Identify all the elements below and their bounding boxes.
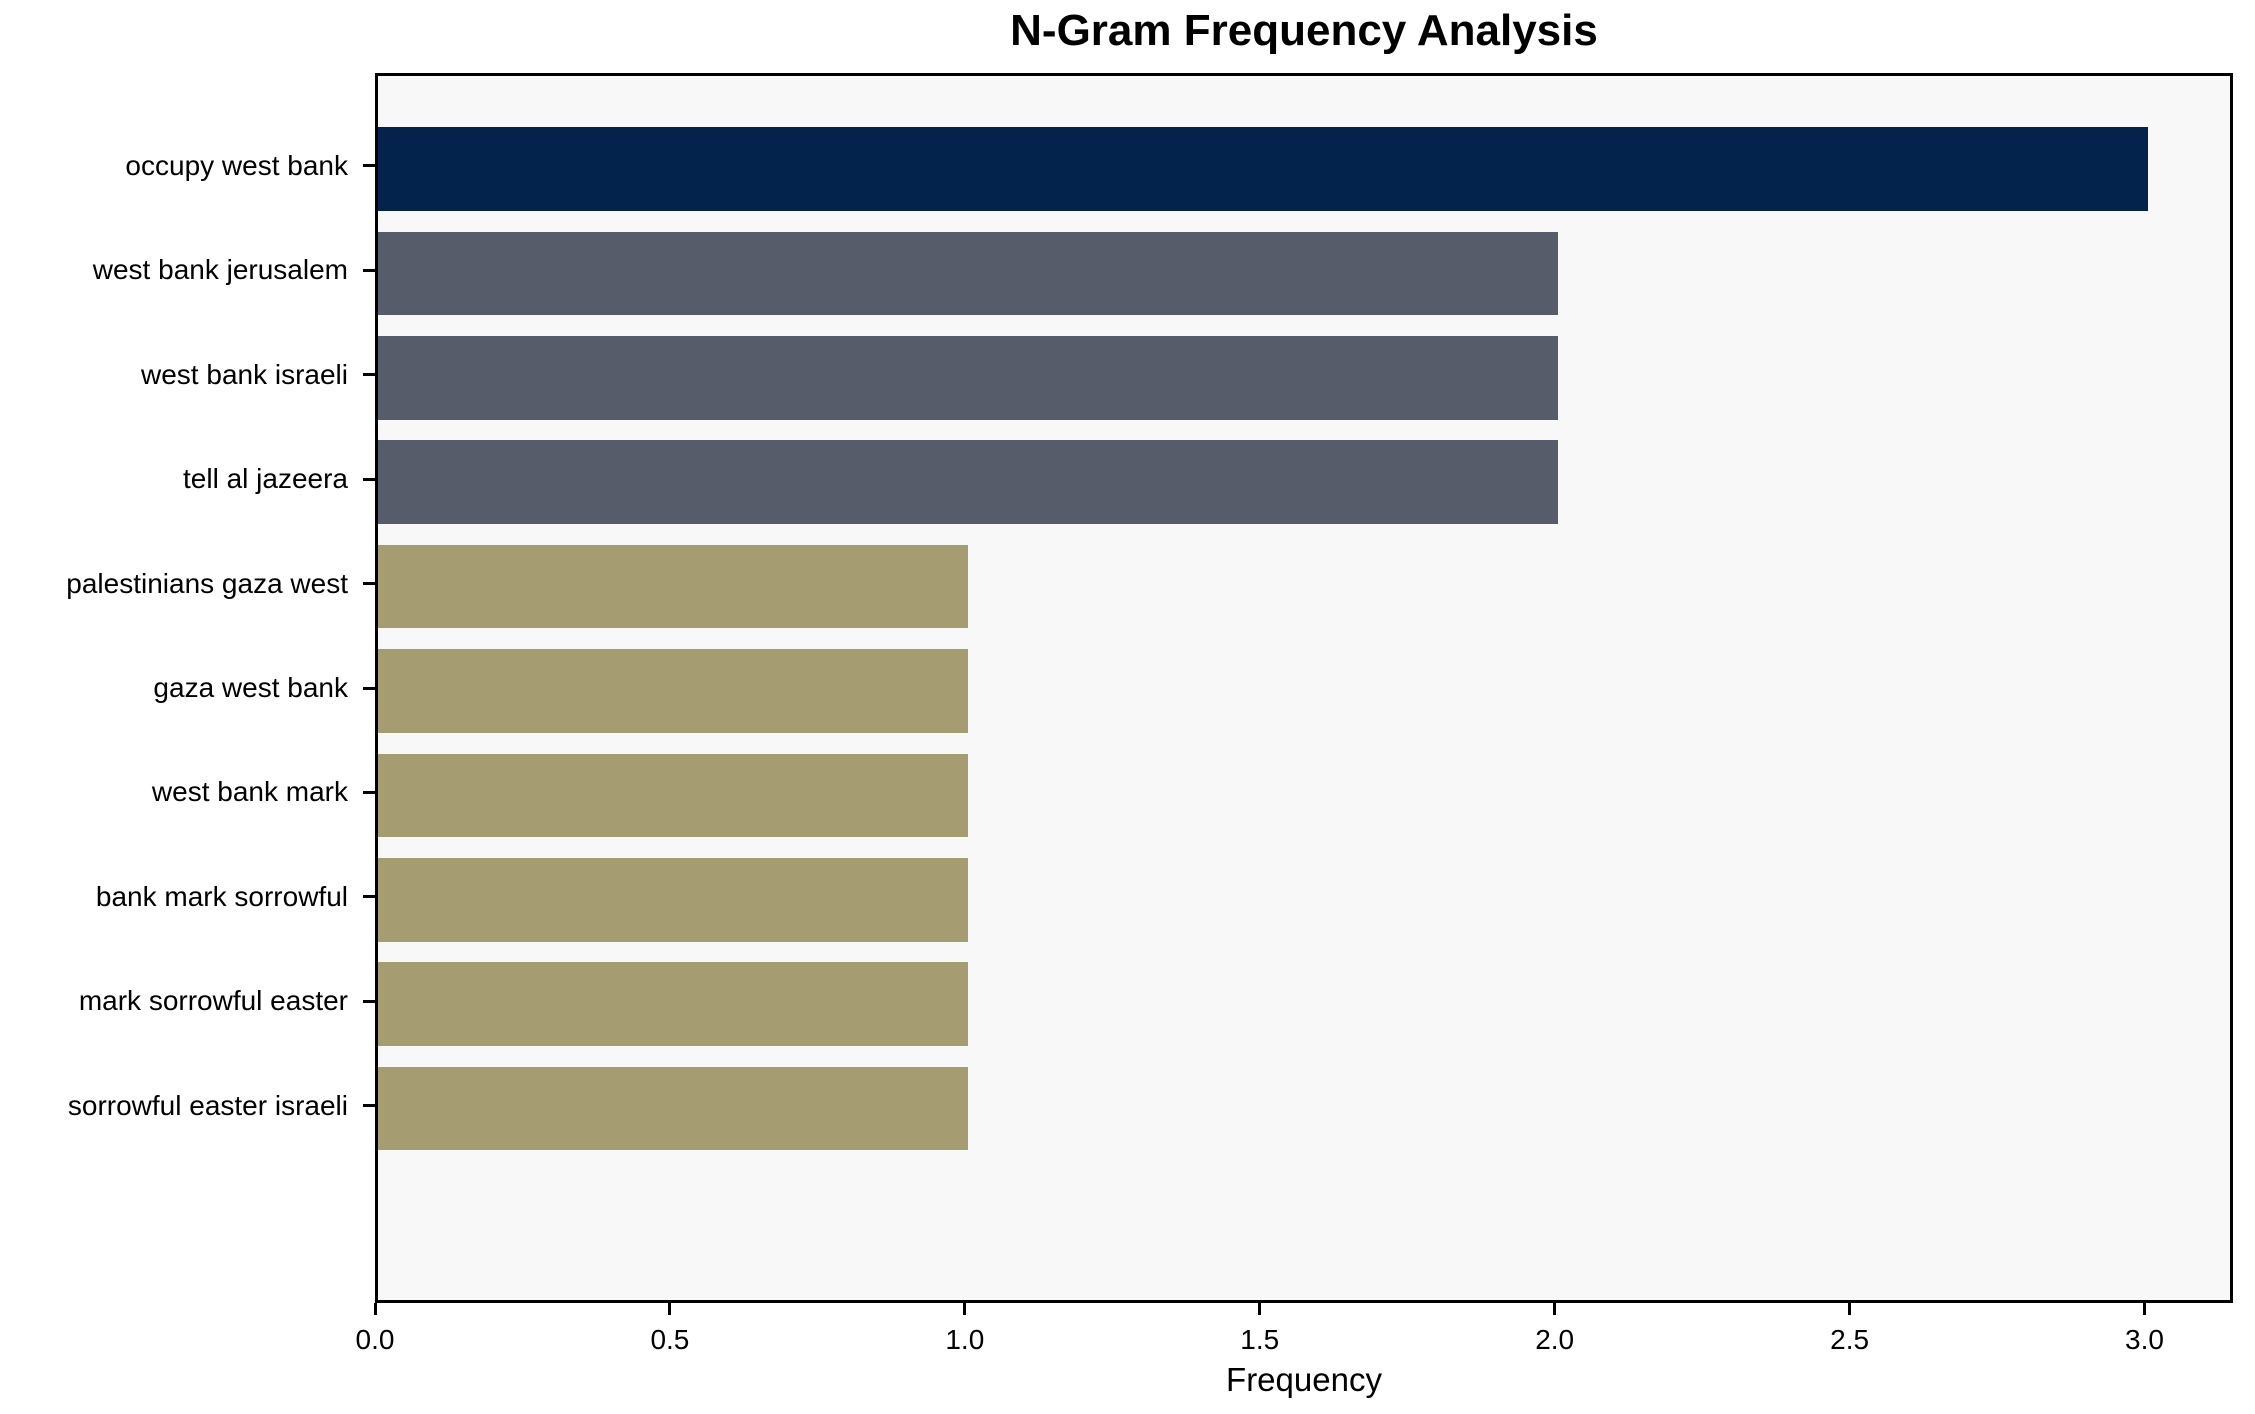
- plot-area: [375, 73, 2233, 1303]
- bar: [378, 753, 968, 838]
- x-tick-label: 2.0: [1535, 1324, 1575, 1355]
- x-tick-label: 3.0: [2125, 1324, 2164, 1355]
- bar: [378, 335, 1558, 420]
- y-tick-label: mark sorrowful easter: [78, 985, 348, 1017]
- y-tick-label: west bank jerusalem: [92, 254, 348, 286]
- y-tick-mark: [363, 686, 375, 690]
- x-tick-label: 1.0: [945, 1324, 985, 1355]
- x-tick-mark: [2143, 1303, 2147, 1315]
- x-tick-mark: [1258, 1303, 1262, 1315]
- x-tick-label: 0.0: [355, 1324, 395, 1355]
- y-tick-label: bank mark sorrowful: [95, 880, 348, 912]
- x-tick-mark: [373, 1303, 377, 1315]
- y-tick-label: occupy west bank: [125, 149, 348, 181]
- x-tick-label: 0.5: [650, 1324, 690, 1355]
- bar: [378, 544, 968, 629]
- x-tick-mark: [668, 1303, 672, 1315]
- chart-title: N-Gram Frequency Analysis: [1010, 6, 1598, 55]
- y-tick-mark: [363, 582, 375, 586]
- y-tick-mark: [363, 477, 375, 481]
- y-tick-label: west bank mark: [151, 776, 348, 808]
- y-tick-mark: [363, 268, 375, 272]
- y-tick-mark: [363, 999, 375, 1003]
- x-tick-label: 1.5: [1240, 1324, 1280, 1355]
- x-tick-mark: [1848, 1303, 1852, 1315]
- bar: [378, 858, 968, 942]
- y-tick-mark: [363, 790, 375, 794]
- y-tick-mark: [363, 164, 375, 168]
- bar: [378, 962, 968, 1046]
- x-tick-label: 2.5: [1830, 1324, 1870, 1355]
- x-tick-mark: [1553, 1303, 1557, 1315]
- y-tick-mark: [363, 895, 375, 899]
- y-tick-label: gaza west bank: [153, 672, 348, 703]
- x-tick-mark: [963, 1303, 967, 1315]
- y-tick-mark: [363, 1104, 375, 1108]
- y-tick-label: west bank israeli: [141, 358, 348, 390]
- bar: [378, 1066, 968, 1151]
- bar: [378, 231, 1558, 316]
- bar: [378, 440, 1558, 524]
- y-tick-mark: [363, 373, 375, 377]
- x-axis-label: Frequency: [1226, 1361, 1382, 1398]
- y-tick-label: sorrowful easter israeli: [67, 1089, 348, 1121]
- bar: [378, 649, 968, 733]
- y-tick-label: tell al jazeera: [183, 463, 348, 495]
- bar: [378, 127, 2148, 211]
- y-tick-label: palestinians gaza west: [66, 567, 348, 599]
